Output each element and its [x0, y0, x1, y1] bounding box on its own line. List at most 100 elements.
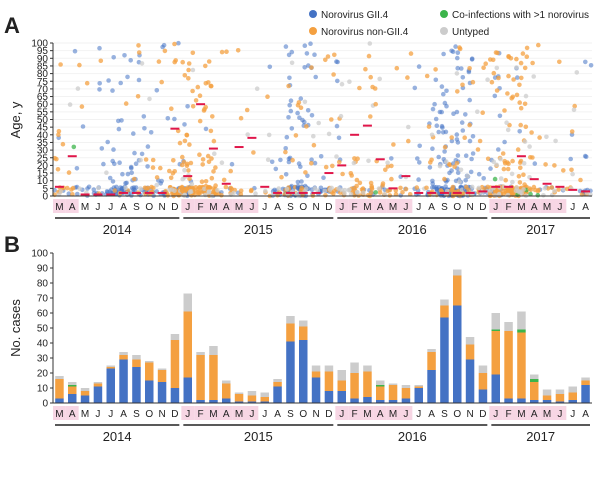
- bar-segment-untyped: [581, 377, 590, 381]
- point-non-gii4: [521, 172, 526, 177]
- point-non-gii4: [325, 54, 331, 59]
- point-non-gii4: [190, 104, 196, 109]
- point-non-gii4: [206, 159, 212, 165]
- month-shade: [527, 199, 541, 213]
- point-non-gii4: [530, 60, 535, 66]
- month-tick-label: M: [543, 409, 551, 420]
- point-gii4: [125, 74, 130, 80]
- point-non-gii4: [522, 101, 528, 107]
- point-gii4: [298, 96, 304, 101]
- point-gii4: [120, 171, 125, 177]
- month-tick-label: M: [209, 202, 217, 213]
- point-non-gii4: [179, 162, 185, 168]
- bar-segment-gii4: [427, 370, 436, 403]
- month-shade: [540, 406, 554, 420]
- point-non-gii4: [172, 59, 177, 65]
- point-untyped: [454, 71, 460, 76]
- point-untyped: [465, 173, 470, 179]
- month-shade: [399, 199, 413, 213]
- point-untyped: [553, 138, 558, 144]
- point-untyped: [253, 191, 258, 196]
- point-untyped: [498, 176, 504, 181]
- point-gii4: [172, 116, 177, 122]
- bar-segment-non-gii4: [491, 331, 500, 375]
- point-gii4: [321, 175, 326, 180]
- panel-a: A 05101520253035404550556065707580859095…: [4, 10, 594, 237]
- point-gii4: [532, 161, 538, 166]
- bar-segment-gii4: [465, 359, 475, 403]
- month-tick-label: J: [95, 202, 100, 213]
- point-gii4: [283, 44, 289, 49]
- point-untyped: [488, 188, 494, 193]
- point-non-gii4: [348, 171, 354, 176]
- month-tick-label: S: [441, 409, 448, 420]
- point-gii4: [502, 139, 507, 145]
- point-untyped: [504, 120, 509, 125]
- point-non-gii4: [309, 161, 314, 166]
- point-non-gii4: [112, 188, 118, 193]
- point-gii4: [129, 165, 134, 171]
- bar-segment-untyped: [388, 383, 398, 385]
- month-tick-label: J: [493, 409, 498, 420]
- point-untyped: [206, 190, 212, 195]
- bar-segment-untyped: [337, 370, 346, 381]
- bar-segment-untyped: [196, 352, 205, 355]
- point-gii4: [295, 179, 301, 185]
- bar-segment-coinfection: [376, 385, 385, 387]
- bar-segment-untyped: [157, 368, 167, 370]
- panel-a-medians: [54, 103, 591, 196]
- bar-segment-gii4: [491, 374, 500, 403]
- y-tick-label: 60: [37, 100, 49, 111]
- point-non-gii4: [79, 104, 85, 109]
- point-non-gii4: [389, 163, 394, 169]
- point-non-gii4: [518, 158, 524, 164]
- point-non-gii4: [506, 73, 511, 79]
- bar-segment-untyped: [324, 365, 334, 372]
- bar-segment-non-gii4: [427, 352, 436, 370]
- point-non-gii4: [290, 157, 295, 163]
- point-gii4: [85, 186, 90, 191]
- point-non-gii4: [522, 65, 528, 71]
- month-tick-label: S: [441, 202, 448, 213]
- point-non-gii4: [238, 115, 244, 121]
- bar-segment-gii4: [93, 386, 103, 403]
- month-tick-label: J: [557, 202, 562, 213]
- point-gii4: [118, 80, 123, 86]
- year-label: 2014: [103, 222, 132, 237]
- point-gii4: [588, 63, 594, 68]
- year-label: 2015: [244, 429, 273, 444]
- point-non-gii4: [357, 180, 363, 186]
- month-tick-label: D: [325, 202, 332, 213]
- point-gii4: [165, 116, 171, 121]
- month-shade: [373, 406, 387, 420]
- month-shade: [207, 199, 220, 213]
- point-gii4: [389, 156, 394, 161]
- point-non-gii4: [442, 176, 447, 182]
- point-gii4: [417, 160, 422, 165]
- y-tick-label: 20: [37, 369, 49, 380]
- bar-segment-gii4: [119, 359, 128, 403]
- month-tick-label: A: [120, 409, 127, 420]
- point-gii4: [273, 166, 279, 172]
- month-tick-label: O: [145, 202, 153, 213]
- panel-b-letter: B: [4, 232, 20, 257]
- point-non-gii4: [368, 74, 374, 80]
- point-gii4: [107, 175, 113, 181]
- bar-segment-untyped: [234, 392, 244, 394]
- month-tick-label: J: [493, 202, 498, 213]
- point-untyped: [485, 77, 490, 82]
- month-shade: [53, 406, 66, 420]
- point-non-gii4: [180, 189, 186, 194]
- bar-segment-untyped: [68, 382, 77, 385]
- point-non-gii4: [561, 168, 566, 173]
- point-non-gii4: [186, 61, 192, 66]
- point-gii4: [286, 115, 291, 120]
- point-untyped: [475, 109, 480, 114]
- y-tick-label: 40: [37, 130, 49, 141]
- bar-segment-gii4: [581, 385, 590, 403]
- month-tick-label: J: [249, 409, 254, 420]
- bar-segment-non-gii4: [119, 355, 128, 360]
- point-non-gii4: [201, 108, 207, 113]
- point-untyped: [541, 193, 546, 198]
